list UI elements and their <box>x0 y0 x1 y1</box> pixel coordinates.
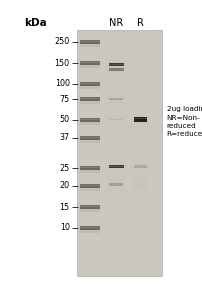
Bar <box>80 227 100 228</box>
Text: 50: 50 <box>60 116 70 124</box>
Bar <box>80 168 100 173</box>
Bar <box>80 41 100 42</box>
Bar <box>80 136 100 140</box>
Text: kDa: kDa <box>24 17 47 28</box>
Bar <box>80 97 100 101</box>
Bar <box>80 83 100 84</box>
Bar <box>109 68 124 71</box>
Bar <box>80 167 100 168</box>
Bar <box>80 205 100 209</box>
Bar <box>109 118 123 120</box>
Bar <box>109 98 123 99</box>
Bar <box>106 30 126 276</box>
Bar <box>80 40 100 44</box>
Bar <box>80 99 100 104</box>
Text: NR: NR <box>109 17 123 28</box>
Bar <box>109 183 123 186</box>
Bar <box>109 62 124 66</box>
Bar <box>80 42 100 47</box>
Bar <box>109 98 123 100</box>
Text: R: R <box>137 17 144 28</box>
Bar <box>80 118 100 122</box>
Bar <box>80 61 100 65</box>
Bar <box>80 120 100 125</box>
Bar <box>80 137 100 138</box>
Bar <box>109 166 124 167</box>
Bar <box>80 166 100 170</box>
Bar <box>134 166 147 167</box>
Bar <box>134 183 146 185</box>
Bar <box>80 82 100 86</box>
Text: 2ug loading
NR=Non-
reduced
R=reduced: 2ug loading NR=Non- reduced R=reduced <box>167 106 202 137</box>
Bar <box>77 30 162 276</box>
Bar <box>134 165 147 168</box>
Bar <box>80 119 100 120</box>
Bar <box>80 228 100 233</box>
Bar <box>109 69 124 70</box>
Bar <box>80 84 100 89</box>
Text: 250: 250 <box>55 38 70 46</box>
Bar <box>130 30 150 276</box>
Bar <box>80 207 100 212</box>
Bar <box>80 63 100 68</box>
Bar <box>134 117 147 122</box>
Text: 25: 25 <box>59 164 70 172</box>
Bar <box>80 226 100 230</box>
Bar <box>134 118 147 119</box>
Bar <box>80 206 100 207</box>
Text: 20: 20 <box>60 182 70 190</box>
Bar <box>109 165 124 168</box>
Text: 100: 100 <box>55 80 70 88</box>
Bar <box>80 184 100 188</box>
Bar <box>80 186 100 191</box>
Text: 75: 75 <box>59 94 70 103</box>
Bar <box>80 185 100 186</box>
Bar <box>80 98 100 99</box>
Text: 37: 37 <box>60 134 70 142</box>
Text: 10: 10 <box>60 224 70 232</box>
Text: 15: 15 <box>60 202 70 211</box>
Text: 150: 150 <box>55 58 70 68</box>
Bar <box>80 138 100 143</box>
Bar <box>80 62 100 63</box>
